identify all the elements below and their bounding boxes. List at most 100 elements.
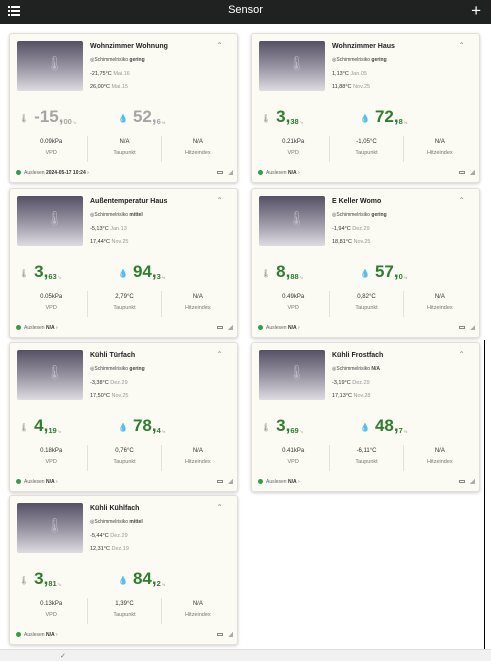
card-footer: Auslesen N/A › (258, 323, 475, 333)
min-temperature: 1,13°C Jan.05 (332, 71, 367, 77)
dewpoint-cell: 2,79°C Taupunkt (88, 291, 162, 317)
temperature-reading: 🌡 3, 38 °c (261, 107, 304, 126)
max-temperature: 26,00°C Mai.15 (90, 84, 128, 90)
metrics-row: 0.09kPa VPD N/A Taupunkt N/A Hitzeindex (15, 136, 234, 162)
thermometer-icon: 🌡 (46, 517, 64, 533)
heat-index-cell: N/A Hitzeindex (184, 448, 211, 465)
signal-icon (470, 325, 475, 330)
battery-icon (217, 326, 223, 329)
vpd-cell: 0.21kPa VPD (257, 136, 331, 162)
collapse-icon[interactable]: ⌃ (216, 41, 223, 50)
sensor-image: 🌡 (17, 350, 83, 400)
vpd-cell: 0.41kPa VPD (257, 445, 331, 471)
sensor-card[interactable]: 🌡 Kühli Türfach ⌃ ◎Schimmelrisiko gering -3,… (9, 342, 238, 492)
signal-icon (470, 479, 475, 484)
temperature-reading: 🌡 -15, 00 °c (19, 107, 77, 126)
humidity-reading: 💧 78, 4% (118, 416, 166, 435)
thermometer-icon: 🌡 (288, 55, 306, 71)
thermometer-icon: 🌡 (261, 423, 272, 432)
collapse-icon[interactable]: ⌃ (458, 196, 465, 205)
online-status-dot (16, 170, 21, 175)
collapse-icon[interactable]: ⌃ (216, 503, 223, 512)
temperature-reading: 🌡 4, 19 °c (19, 416, 62, 435)
collapse-icon[interactable]: ⌃ (216, 196, 223, 205)
dewpoint-cell: 0,82°C Taupunkt (330, 291, 404, 317)
signal-icon (470, 170, 475, 175)
metrics-row: 0.05kPa VPD 2,79°C Taupunkt N/A Hitzeindex (15, 291, 234, 317)
dewpoint-cell: -6,11°C Taupunkt (330, 445, 404, 471)
temperature-reading: 🌡 8, 88 °c (261, 262, 304, 281)
mold-icon: ◎ (90, 366, 95, 372)
metrics-row: 0.41kPa VPD -6,11°C Taupunkt N/A Hitzeindex (257, 445, 476, 471)
metrics-row: 0.21kPa VPD -1,05°C Taupunkt N/A Hitzeindex (257, 136, 476, 162)
droplet-icon: 💧 (360, 423, 370, 432)
signal-icon (228, 479, 233, 484)
droplet-icon: 💧 (118, 423, 128, 432)
metrics-row: 0.13kPa VPD 1,39°C Taupunkt N/A Hitzeindex (15, 598, 234, 624)
droplet-icon: 💧 (118, 576, 128, 585)
metrics-row: 0.18kPa VPD 0,76°C Taupunkt N/A Hitzeindex (15, 445, 234, 471)
collapse-icon[interactable]: ⌃ (216, 350, 223, 359)
check-icon: ✓ (60, 653, 66, 660)
droplet-icon: 💧 (360, 269, 370, 278)
heat-index-cell: N/A Hitzeindex (426, 294, 453, 311)
mold-icon: ◎ (332, 366, 337, 372)
thermometer-icon: 🌡 (261, 114, 272, 123)
mold-risk: ◎Schimmelrisiko mittel (90, 519, 143, 525)
online-status-dot (258, 479, 263, 484)
sensor-name: Wohnzimmer Wohnung (90, 43, 168, 50)
sensor-card[interactable]: 🌡 Kühli Frostfach ⌃ ◎Schimmelrisiko N/A -3,1… (251, 342, 480, 492)
sensor-name: Kühli Kühlfach (90, 505, 140, 512)
thermometer-icon: 🌡 (261, 269, 272, 278)
battery-icon (459, 480, 465, 483)
menu-icon[interactable] (8, 6, 20, 17)
sensor-card[interactable]: 🌡 E Keller Womo ⌃ ◎Schimmelrisiko gering -1,… (251, 188, 480, 338)
sensor-name: Wohnzimmer Haus (332, 43, 395, 50)
humidity-reading: 💧 48, 7% (360, 416, 408, 435)
max-temperature: 17,44°C Nov.25 (90, 239, 129, 245)
dewpoint-cell: 0,76°C Taupunkt (88, 445, 162, 471)
read-time: Auslesen N/A › (266, 325, 300, 331)
sensor-card[interactable]: 🌡 Wohnzimmer Haus ⌃ ◎Schimmelrisiko gering 1… (251, 33, 480, 183)
signal-icon (228, 632, 233, 637)
sensor-name: Kühli Frostfach (332, 352, 384, 359)
online-status-dot (16, 325, 21, 330)
max-temperature: 18,81°C Nov.25 (332, 239, 371, 245)
read-time: Auslesen N/A › (24, 632, 58, 638)
sensor-image: 🌡 (17, 41, 83, 91)
card-footer: Auslesen N/A › (16, 323, 233, 333)
min-temperature: -5,13°C Jan.13 (90, 226, 127, 232)
collapse-icon[interactable]: ⌃ (458, 41, 465, 50)
card-footer: Auslesen N/A › (258, 477, 475, 487)
sensor-image: 🌡 (259, 196, 325, 246)
sensor-name: Außentemperatur Haus (90, 198, 168, 205)
vpd-cell: 0.09kPa VPD (15, 136, 89, 162)
sensor-card[interactable]: 🌡 Kühli Kühlfach ⌃ ◎Schimmelrisiko mittel -5… (9, 495, 238, 645)
heat-index-cell: N/A Hitzeindex (184, 139, 211, 156)
min-temperature: -21,75°C Mai.16 (90, 71, 130, 77)
sensor-image: 🌡 (17, 196, 83, 246)
collapse-icon[interactable]: ⌃ (458, 350, 465, 359)
mold-risk: ◎Schimmelrisiko N/A (332, 366, 381, 372)
heat-index-cell: N/A Hitzeindex (426, 139, 453, 156)
mold-icon: ◎ (90, 519, 95, 525)
thermometer-icon: 🌡 (46, 210, 64, 226)
sensor-image: 🌡 (259, 41, 325, 91)
thermometer-icon: 🌡 (19, 269, 30, 278)
mold-risk: ◎Schimmelrisiko gering (332, 212, 387, 218)
online-status-dot (16, 479, 21, 484)
metrics-row: 0.49kPa VPD 0,82°C Taupunkt N/A Hitzeindex (257, 291, 476, 317)
temperature-reading: 🌡 3, 63 °c (19, 262, 62, 281)
card-footer: Auslesen N/A › (258, 168, 475, 178)
add-sensor-button[interactable]: + (471, 1, 481, 20)
dewpoint-cell: N/A Taupunkt (88, 136, 162, 162)
read-time: Auslesen N/A › (266, 479, 300, 485)
sensor-name: E Keller Womo (332, 198, 382, 205)
read-time: Auslesen N/A › (266, 170, 300, 176)
thermometer-icon: 🌡 (288, 364, 306, 380)
sensor-card[interactable]: 🌡 Außentemperatur Haus ⌃ ◎Schimmelrisiko mi… (9, 188, 238, 338)
mold-risk: ◎Schimmelrisiko gering (90, 366, 145, 372)
read-time: Auslesen 2024-05-17 10:24 › (24, 170, 89, 176)
sensor-card[interactable]: 🌡 Wohnzimmer Wohnung ⌃ ◎Schimmelrisiko geri… (9, 33, 238, 183)
online-status-dot (258, 170, 263, 175)
